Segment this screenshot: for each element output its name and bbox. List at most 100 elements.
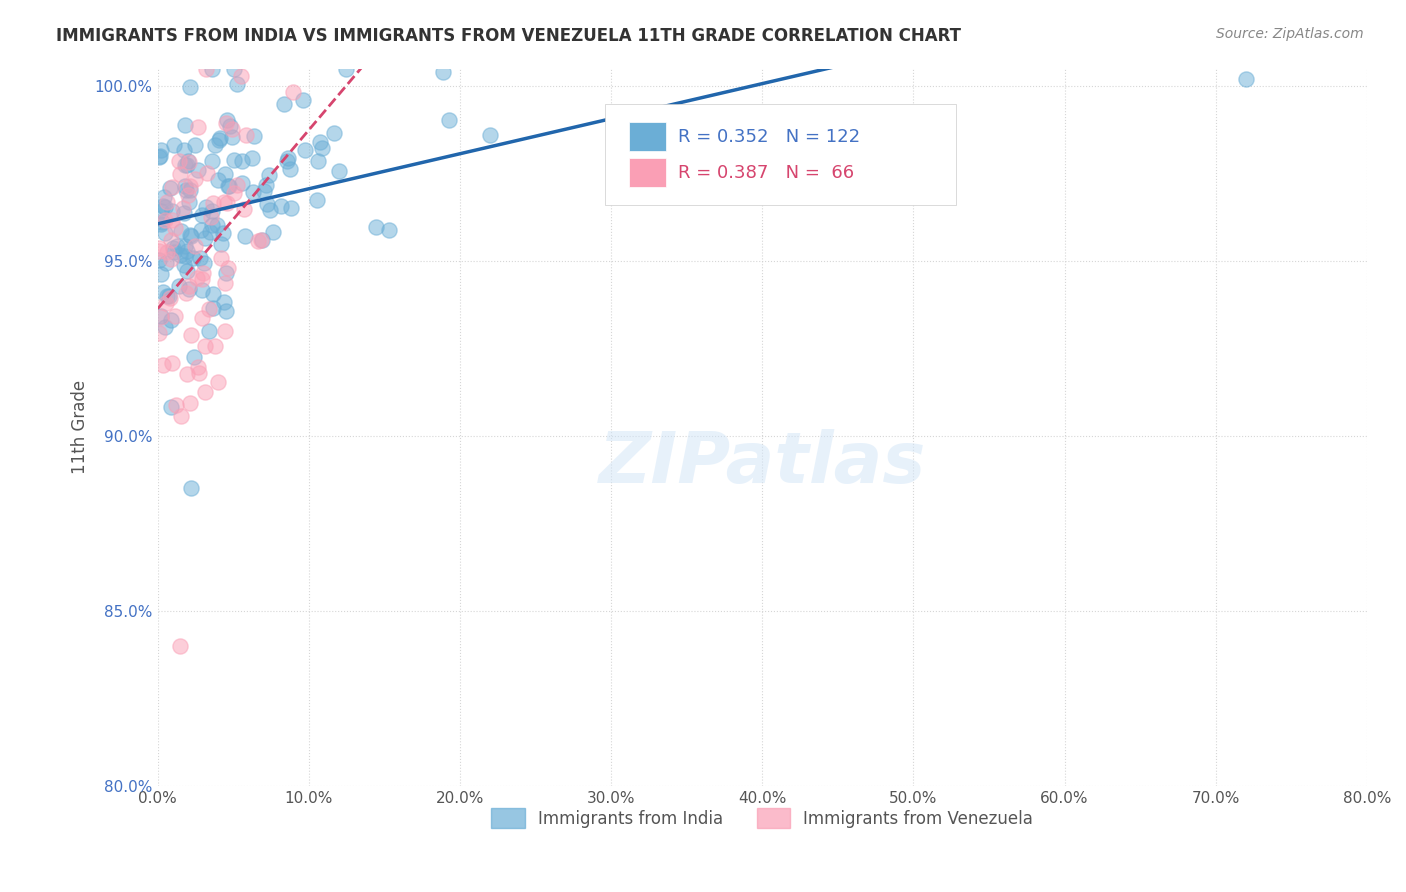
Immigrants from India xyxy=(217,113,239,128)
Immigrants from India xyxy=(149,148,172,162)
Immigrants from India xyxy=(322,126,344,140)
Immigrants from Venezuela xyxy=(215,115,238,129)
Immigrants from Venezuela xyxy=(156,245,179,260)
Immigrants from India xyxy=(217,178,239,193)
Immigrants from Venezuela xyxy=(177,155,200,169)
Immigrants from India xyxy=(167,279,190,293)
Immigrants from India xyxy=(292,93,315,107)
Immigrants from India xyxy=(188,251,211,265)
Immigrants from India xyxy=(160,400,183,414)
Immigrants from India xyxy=(190,283,212,297)
Immigrants from India xyxy=(231,176,253,190)
Text: IMMIGRANTS FROM INDIA VS IMMIGRANTS FROM VENEZUELA 11TH GRADE CORRELATION CHART: IMMIGRANTS FROM INDIA VS IMMIGRANTS FROM… xyxy=(56,27,962,45)
Immigrants from Venezuela xyxy=(215,195,238,210)
Immigrants from Venezuela xyxy=(165,309,187,323)
Immigrants from India xyxy=(149,143,172,157)
Immigrants from Venezuela xyxy=(155,212,177,227)
Immigrants from India xyxy=(201,154,224,169)
Immigrants from India xyxy=(180,228,202,243)
Immigrants from Venezuela xyxy=(186,271,208,285)
Immigrants from India xyxy=(208,133,231,147)
Immigrants from Venezuela xyxy=(179,278,201,293)
Immigrants from Venezuela xyxy=(160,179,183,194)
Immigrants from India xyxy=(174,158,197,172)
Immigrants from India xyxy=(218,178,240,193)
Immigrants from India xyxy=(270,199,292,213)
Immigrants from India xyxy=(153,200,176,214)
Immigrants from Venezuela xyxy=(179,396,201,410)
Immigrants from Venezuela xyxy=(167,154,190,169)
Immigrants from Venezuela xyxy=(160,356,183,370)
Text: Source: ZipAtlas.com: Source: ZipAtlas.com xyxy=(1216,27,1364,41)
Immigrants from Venezuela xyxy=(148,326,170,341)
Immigrants from India xyxy=(205,218,228,232)
Immigrants from India xyxy=(221,130,243,145)
Immigrants from India xyxy=(156,289,179,303)
Immigrants from India xyxy=(198,324,221,338)
Immigrants from India xyxy=(152,285,174,299)
Immigrants from Venezuela xyxy=(194,339,217,353)
Immigrants from Venezuela xyxy=(190,272,212,286)
Immigrants from India xyxy=(169,224,191,238)
Immigrants from India xyxy=(159,312,181,326)
Immigrants from India xyxy=(231,153,253,168)
Immigrants from India xyxy=(173,205,195,219)
Immigrants from Venezuela xyxy=(170,409,193,424)
Immigrants from Venezuela xyxy=(174,285,197,300)
Immigrants from India xyxy=(153,320,176,334)
Immigrants from India xyxy=(149,310,172,324)
Immigrants from Venezuela xyxy=(148,241,170,255)
Immigrants from India xyxy=(152,199,174,213)
Immigrants from India xyxy=(224,153,246,168)
Text: R = 0.387   N =  66: R = 0.387 N = 66 xyxy=(678,163,853,182)
Immigrants from Venezuela xyxy=(224,186,246,200)
Immigrants from India xyxy=(202,301,225,315)
Immigrants from Venezuela xyxy=(194,384,217,399)
Immigrants from India xyxy=(176,264,198,278)
Immigrants from Venezuela xyxy=(191,266,214,280)
Immigrants from India xyxy=(307,153,329,168)
Immigrants from India xyxy=(309,135,332,149)
Immigrants from Venezuela xyxy=(225,178,247,193)
Immigrants from Venezuela xyxy=(165,398,187,412)
Immigrants from Venezuela xyxy=(221,121,243,136)
Immigrants from India xyxy=(242,151,264,165)
Immigrants from Venezuela xyxy=(235,128,257,142)
Immigrants from India xyxy=(201,62,224,76)
Immigrants from India xyxy=(207,173,229,187)
Immigrants from India xyxy=(273,97,295,112)
Immigrants from India xyxy=(233,228,256,243)
Immigrants from India xyxy=(195,200,218,214)
Immigrants from Venezuela xyxy=(198,301,221,316)
Immigrants from India xyxy=(148,150,170,164)
Immigrants from India xyxy=(160,203,183,218)
Immigrants from Venezuela xyxy=(207,375,229,389)
FancyBboxPatch shape xyxy=(630,122,665,151)
Immigrants from India xyxy=(335,62,357,76)
Immigrants from Venezuela xyxy=(209,251,232,265)
Immigrants from Venezuela xyxy=(169,639,191,653)
Immigrants from Venezuela xyxy=(232,202,254,217)
Immigrants from India xyxy=(153,226,176,240)
Immigrants from India xyxy=(222,62,245,76)
Immigrants from India xyxy=(278,161,301,176)
Immigrants from India xyxy=(201,218,224,232)
Immigrants from India xyxy=(378,223,401,237)
Immigrants from India xyxy=(253,184,276,198)
Immigrants from India xyxy=(179,183,201,197)
Immigrants from Venezuela xyxy=(184,238,207,252)
Legend: Immigrants from India, Immigrants from Venezuela: Immigrants from India, Immigrants from V… xyxy=(485,801,1039,835)
Immigrants from Venezuela xyxy=(250,233,273,247)
Immigrants from Venezuela xyxy=(152,359,174,373)
Immigrants from India xyxy=(187,163,209,178)
Immigrants from India xyxy=(364,220,387,235)
Immigrants from India xyxy=(173,118,195,132)
Immigrants from India xyxy=(159,180,181,194)
Immigrants from India xyxy=(190,208,212,222)
Immigrants from India xyxy=(215,303,238,318)
Immigrants from India xyxy=(212,226,235,240)
Immigrants from India xyxy=(226,78,249,92)
Immigrants from India xyxy=(173,143,195,157)
Immigrants from Venezuela xyxy=(148,244,170,258)
Immigrants from India xyxy=(204,138,226,153)
